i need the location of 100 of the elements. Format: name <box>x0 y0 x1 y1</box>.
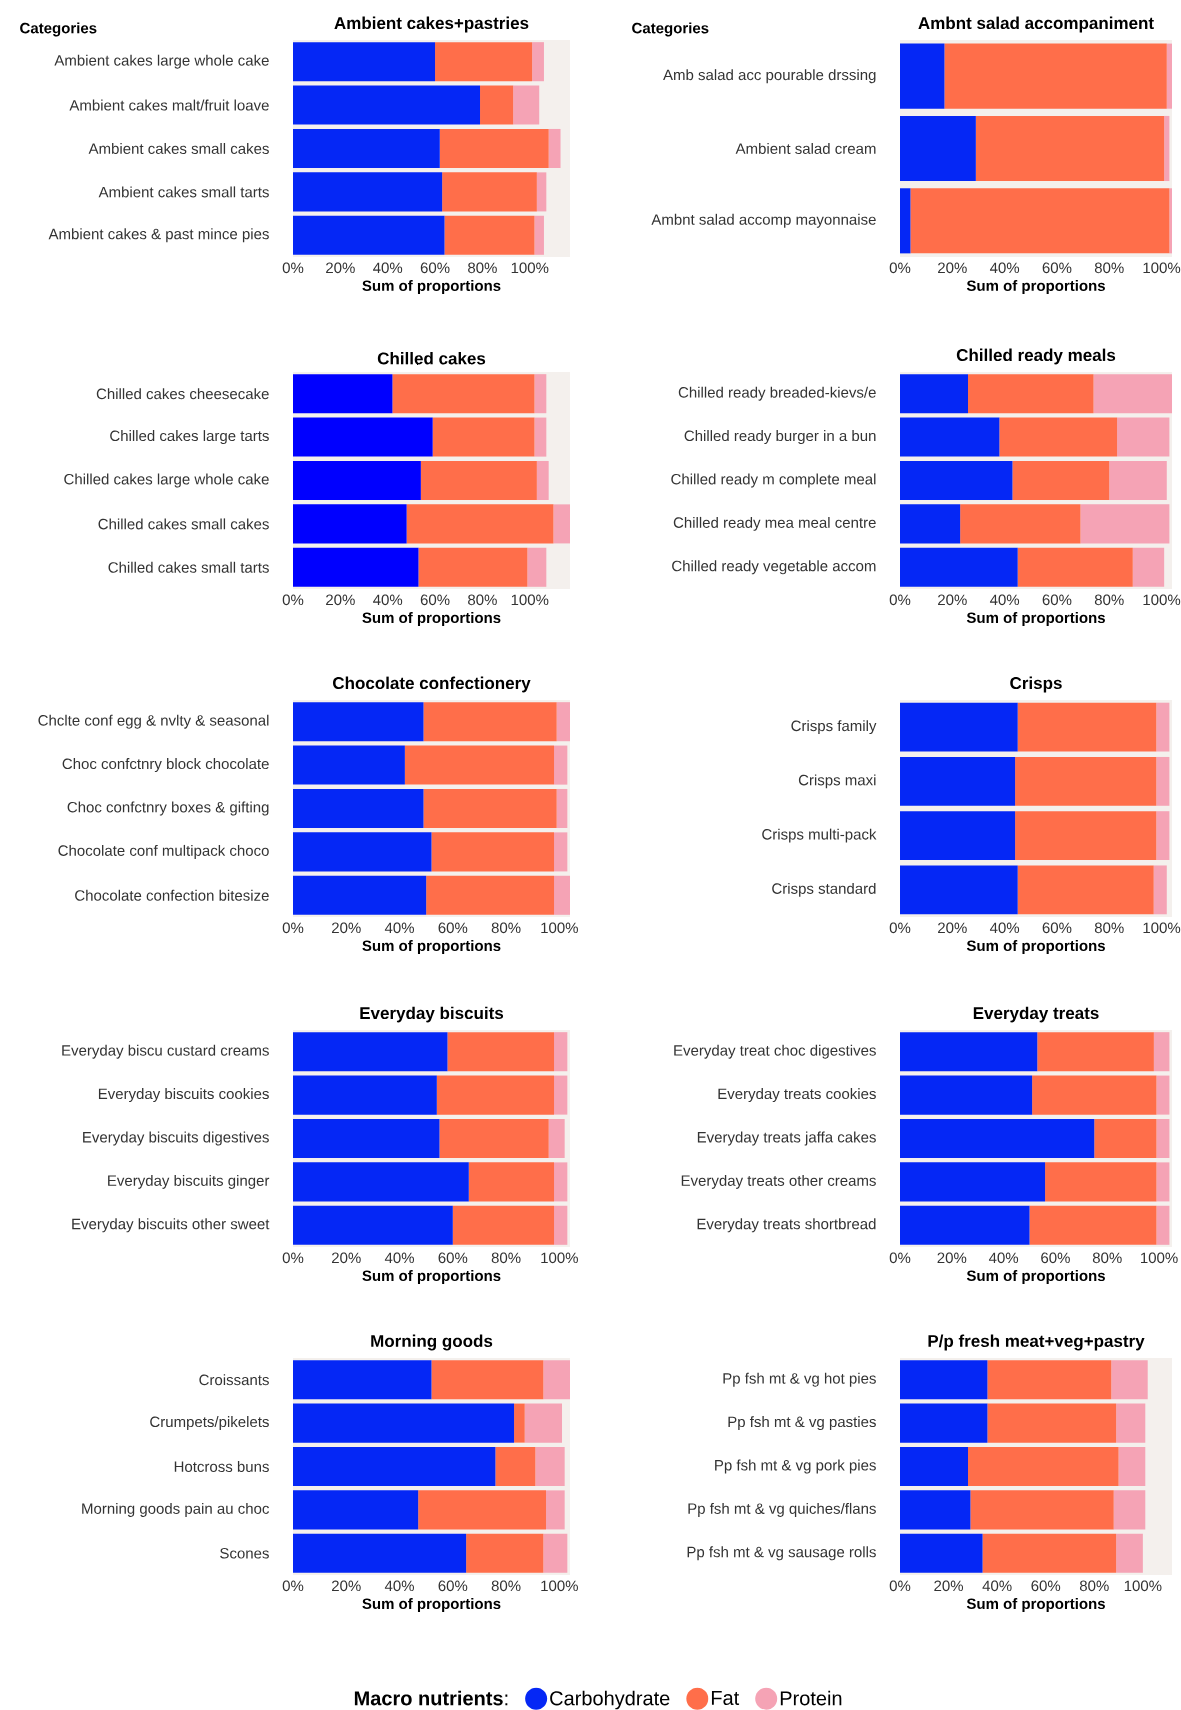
bar <box>536 460 549 501</box>
bar <box>982 1533 1117 1573</box>
y-tick-label: Ambient cakes large whole cake <box>54 54 269 69</box>
bar <box>900 460 1013 501</box>
bar <box>900 374 969 414</box>
chart-title: Everyday treats <box>973 1006 1099 1023</box>
bar <box>900 188 911 254</box>
x-axis-title: Sum of proportions <box>966 940 1105 954</box>
x-tick-label: 0% <box>889 1252 911 1264</box>
bar <box>900 1075 1033 1115</box>
bar <box>900 1118 1095 1159</box>
bar <box>900 1360 988 1400</box>
bar <box>534 417 547 457</box>
bar <box>900 811 1016 861</box>
bar <box>447 1032 555 1072</box>
bar <box>293 128 440 169</box>
bar <box>1116 1533 1143 1573</box>
bar <box>1080 504 1170 544</box>
bar <box>293 504 407 544</box>
bar <box>987 1360 1112 1400</box>
bar <box>1029 1205 1157 1245</box>
bar <box>1153 1032 1170 1072</box>
x-tick-label: 0% <box>889 262 911 274</box>
y-tick-label: Ambnt salad accomp mayonnaise <box>651 213 876 228</box>
legend-label: Carbohydrate <box>550 1690 670 1710</box>
bar <box>900 417 1000 457</box>
y-tick-label: Chilled cakes small tarts <box>108 561 269 573</box>
y-tick-label: Chilled cakes small cakes <box>98 518 269 530</box>
bar <box>900 1490 971 1530</box>
x-tick-label: 20% <box>934 1580 964 1592</box>
bar <box>1117 417 1170 457</box>
y-tick-label: Everyday biscuits cookies <box>98 1088 269 1103</box>
y-tick-label: Chilled ready breaded-kievs/e <box>678 386 876 401</box>
bar <box>439 128 549 169</box>
y-tick-label: Ambient cakes & past mince pies <box>48 228 269 243</box>
bar <box>293 1205 453 1245</box>
bar <box>556 702 570 742</box>
y-tick-label: Crisps multi-pack <box>762 828 877 843</box>
x-tick-label: 80% <box>1092 1252 1122 1264</box>
y-tick-label: Chilled cakes large tarts <box>110 430 269 445</box>
bar <box>1156 1075 1170 1115</box>
bar <box>1166 43 1173 109</box>
bar <box>293 1075 437 1115</box>
bar <box>420 460 537 501</box>
x-tick-label: 80% <box>1079 1580 1109 1592</box>
x-tick-label: 80% <box>491 1252 521 1264</box>
bar <box>543 1533 568 1573</box>
bar <box>495 1446 536 1487</box>
y-tick-label: Chilled ready burger in a bun <box>684 430 876 445</box>
bar <box>293 1490 419 1530</box>
bar <box>536 172 547 212</box>
bar <box>1164 115 1170 182</box>
y-tick-label: Pp fsh mt & vg hot pies <box>723 1372 876 1387</box>
bar <box>554 1032 568 1072</box>
y-tick-label: Morning goods pain au choc <box>82 1502 270 1517</box>
x-tick-label: 100% <box>1124 1580 1162 1592</box>
bar <box>534 215 544 255</box>
x-tick-label: 100% <box>511 262 549 274</box>
bar <box>293 1162 469 1202</box>
bar <box>426 875 555 915</box>
bar <box>534 374 547 414</box>
x-tick-label: 100% <box>541 1252 578 1264</box>
x-tick-label: 60% <box>1042 922 1072 934</box>
y-tick-label: Everyday treats cookies <box>718 1088 876 1103</box>
bar <box>1156 702 1170 752</box>
bar <box>423 788 557 829</box>
x-tick-label: 40% <box>989 922 1020 934</box>
bar <box>468 1162 555 1202</box>
y-tick-label: Choc confctnry boxes & gifting <box>67 801 269 816</box>
legend-label: Fat <box>711 1691 740 1706</box>
y-tick-label: Crisps standard <box>772 882 876 897</box>
bar <box>293 745 405 785</box>
x-tick-label: 20% <box>332 1252 361 1264</box>
bar <box>1111 1360 1148 1400</box>
y-tick-label: Pp fsh mt & vg pork pies <box>715 1459 876 1474</box>
bar <box>546 1490 565 1530</box>
bar <box>548 1118 565 1159</box>
bar <box>987 1403 1117 1443</box>
bar <box>968 374 1094 414</box>
y-tick-label: Chilled ready vegetable accom <box>672 560 876 575</box>
x-tick-label: 40% <box>384 1252 415 1264</box>
x-axis-title: Sum of proportions <box>966 280 1105 294</box>
bar <box>900 1205 1030 1245</box>
bar <box>431 1360 544 1400</box>
chart-title: Everyday biscuits <box>360 1006 504 1023</box>
y-tick-label: Everyday treat choc digestives <box>674 1044 876 1059</box>
bar <box>1118 1446 1146 1487</box>
x-tick-label: 20% <box>937 1252 967 1264</box>
x-tick-label: 40% <box>373 594 403 606</box>
bar <box>556 788 568 829</box>
x-axis-title: Sum of proportions <box>362 612 501 626</box>
chart-title: Crisps <box>1010 676 1062 693</box>
bar <box>418 1490 547 1530</box>
bar <box>1109 460 1167 501</box>
x-tick-label: 60% <box>1041 1252 1070 1264</box>
bar <box>293 460 421 501</box>
bar <box>293 875 427 915</box>
bar <box>1116 1403 1146 1443</box>
bar <box>1017 702 1157 752</box>
y-tick-label: Pp fsh mt & vg pasties <box>728 1416 876 1431</box>
